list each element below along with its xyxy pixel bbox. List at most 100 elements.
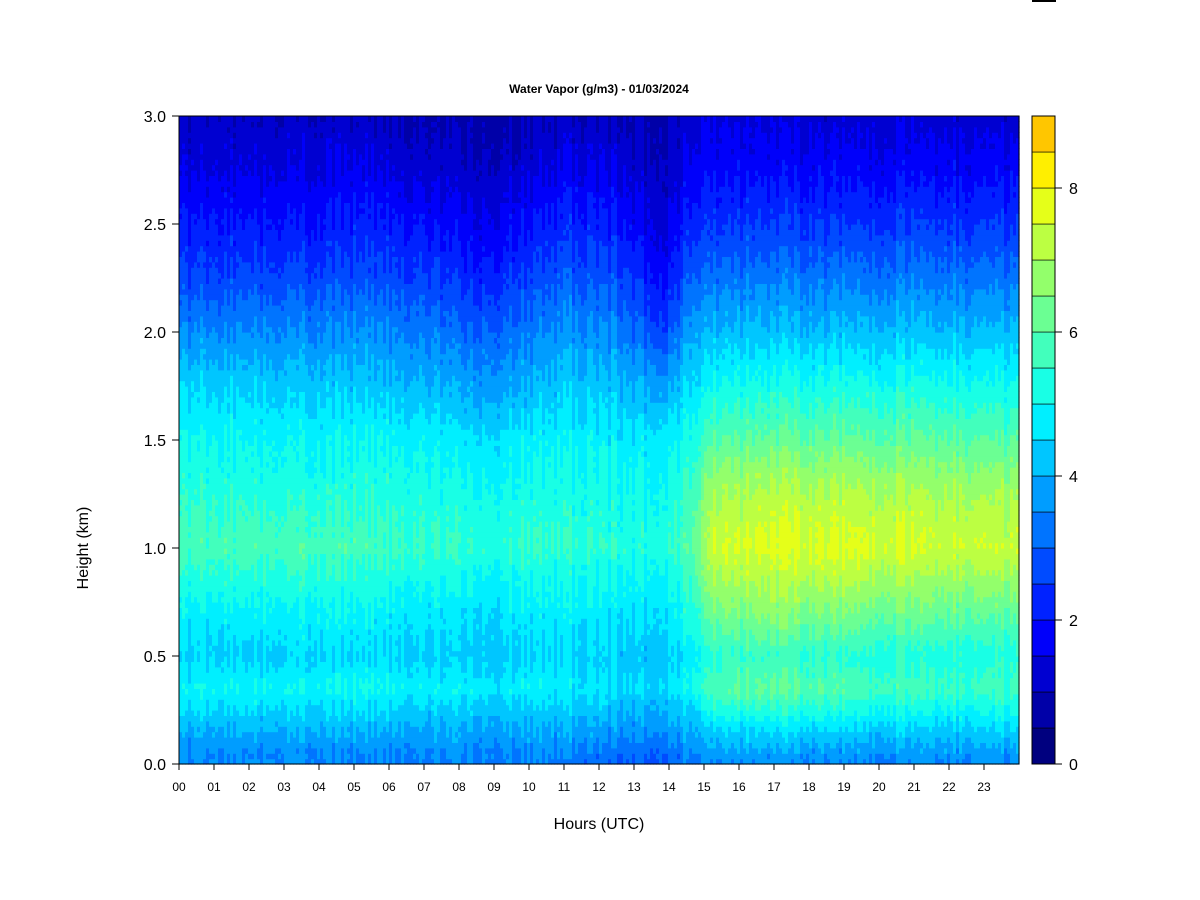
- heat-cell: [203, 170, 207, 176]
- heat-cell: [182, 213, 186, 220]
- heat-cell: [236, 137, 240, 144]
- heat-cell: [224, 483, 228, 490]
- heat-cell: [203, 688, 207, 695]
- heat-cell: [212, 418, 216, 425]
- heat-cell: [179, 521, 183, 527]
- heat-cell: [209, 494, 213, 500]
- heat-cell: [203, 537, 207, 544]
- heat-cell: [230, 477, 234, 484]
- heat-cell: [182, 261, 186, 268]
- heat-cell: [221, 688, 225, 695]
- heat-cell: [221, 315, 225, 322]
- heat-cell: [200, 472, 204, 479]
- heat-cell: [209, 704, 213, 711]
- heat-cell: [221, 656, 225, 662]
- heat-cell: [206, 197, 210, 203]
- heat-cell: [194, 521, 198, 527]
- heat-cell: [200, 758, 204, 765]
- heat-cell: [194, 510, 198, 517]
- heat-cell: [194, 688, 198, 695]
- heat-cell: [233, 261, 237, 268]
- heat-cell: [233, 677, 237, 684]
- heat-cell: [188, 251, 192, 257]
- heat-cell: [209, 742, 213, 749]
- heat-cell: [200, 683, 204, 689]
- heat-cell: [182, 564, 186, 571]
- heat-cell: [218, 251, 222, 257]
- heat-cell: [203, 234, 207, 241]
- heat-cell: [224, 753, 228, 760]
- heat-cell: [188, 342, 192, 349]
- heat-cell: [221, 191, 225, 198]
- heat-cell: [197, 272, 201, 279]
- heat-cell: [236, 526, 240, 533]
- heat-cell: [221, 612, 225, 619]
- heat-cell: [209, 153, 213, 160]
- heat-cell: [194, 121, 198, 128]
- heat-cell: [179, 650, 183, 657]
- heat-cell: [209, 202, 213, 209]
- heat-cell: [188, 510, 192, 517]
- heat-cell: [206, 272, 210, 279]
- heat-cell: [218, 537, 222, 544]
- heat-cell: [233, 693, 237, 700]
- heat-cell: [230, 483, 234, 490]
- heat-cell: [215, 515, 219, 522]
- heat-cell: [218, 407, 222, 414]
- heat-cell: [230, 666, 234, 673]
- heat-cell: [236, 121, 240, 128]
- heat-cell: [209, 612, 213, 619]
- heat-cell: [218, 483, 222, 490]
- heat-cell: [179, 720, 183, 727]
- heat-cell: [206, 413, 210, 419]
- heat-cell: [218, 299, 222, 306]
- heat-cell: [179, 747, 183, 754]
- heat-cell: [218, 472, 222, 479]
- heat-cell: [209, 245, 213, 252]
- heat-cell: [206, 116, 210, 122]
- heat-cell: [203, 310, 207, 317]
- heat-cell: [218, 288, 222, 295]
- heat-cell: [221, 456, 225, 463]
- heat-cell: [215, 170, 219, 176]
- heat-cell: [218, 396, 222, 403]
- heat-cell: [203, 359, 207, 365]
- heat-cell: [215, 726, 219, 733]
- heat-cell: [185, 558, 189, 565]
- heat-cell: [224, 699, 228, 706]
- heat-cell: [218, 180, 222, 187]
- heat-cell: [194, 326, 198, 333]
- heat-cell: [200, 375, 204, 382]
- heat-cell: [197, 299, 201, 306]
- heat-cell: [200, 326, 204, 333]
- heat-cell: [212, 542, 216, 549]
- heat-cell: [236, 758, 240, 765]
- heat-cell: [221, 445, 225, 452]
- heat-cell: [188, 267, 192, 274]
- heat-cell: [182, 672, 186, 679]
- heat-cell: [209, 175, 213, 182]
- heat-cell: [179, 710, 183, 716]
- heat-cell: [182, 116, 186, 122]
- heat-cell: [236, 310, 240, 317]
- heat-cell: [227, 483, 231, 490]
- heat-cell: [224, 143, 228, 149]
- heat-cell: [209, 261, 213, 268]
- heat-cell: [218, 656, 222, 662]
- heat-cell: [224, 688, 228, 695]
- heat-cell: [203, 661, 207, 668]
- heat-cell: [227, 326, 231, 333]
- heat-cell: [203, 731, 207, 738]
- heat-cell: [230, 569, 234, 576]
- heat-cell: [236, 305, 240, 311]
- heat-cell: [191, 321, 195, 328]
- heat-cell: [236, 234, 240, 241]
- heat-cell: [215, 391, 219, 398]
- heat-cell: [185, 380, 189, 387]
- heat-cell: [194, 202, 198, 209]
- heat-cell: [185, 218, 189, 225]
- heat-cell: [182, 251, 186, 257]
- heat-cell: [230, 639, 234, 646]
- heat-cell: [206, 153, 210, 160]
